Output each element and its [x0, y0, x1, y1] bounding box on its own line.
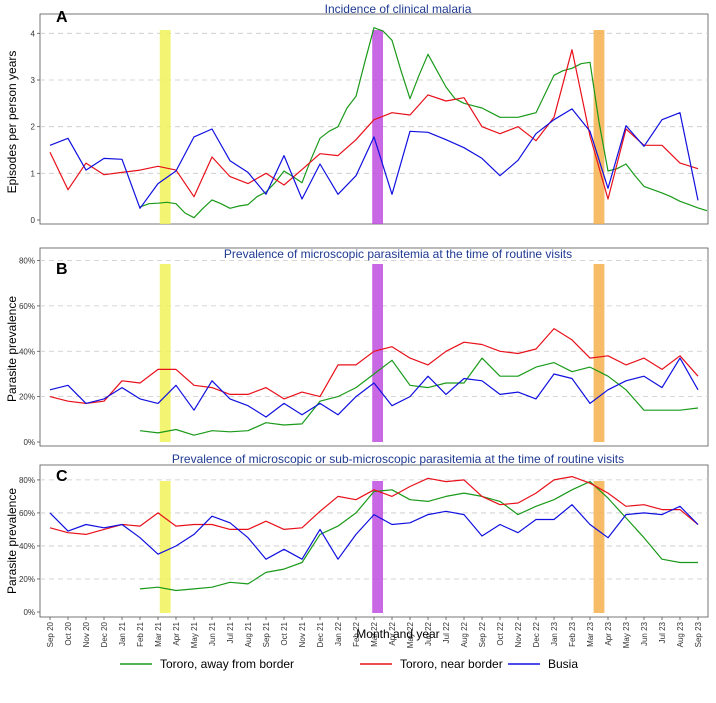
- y-axis-label: Parasite prevalence: [5, 296, 19, 402]
- x-tick-label: Apr 23: [604, 621, 613, 645]
- chart-panels: 0 1 2 3 4 Incidence of clinical malaria A Episo…: [5, 2, 709, 618]
- series-line-tororo-away: [139, 27, 708, 219]
- highlight-band-3: [593, 30, 605, 224]
- panel-b: 0% 20% 40% 60% 80% Prevalence of microscopic …: [5, 247, 709, 447]
- x-tick-label: Dec 22: [532, 621, 541, 647]
- series-line-busia: [49, 504, 699, 560]
- x-tick-label: Apr 22: [388, 621, 397, 645]
- highlight-band-2: [372, 481, 383, 613]
- x-tick-label: Jan 21: [118, 621, 127, 646]
- panel-letter: C: [56, 468, 68, 485]
- x-tick-label: Sep 20: [46, 621, 55, 647]
- x-axis: Sep 20 Oct 20 Nov 20 Dec 20 Jan 21 Feb 21 Mar …: [46, 617, 703, 648]
- highlight-band-1: [159, 30, 171, 224]
- y-axis-label: Parasite prevalence: [5, 488, 19, 594]
- panel-title: Prevalence of microscopic or sub-microsc…: [172, 452, 624, 466]
- highlight-band-1: [159, 481, 171, 613]
- series-line-tororo-away: [139, 481, 698, 592]
- y-tick-label: 2: [31, 123, 36, 132]
- x-tick-label: Jul 22: [442, 621, 451, 643]
- x-tick-label: Feb 21: [136, 621, 145, 646]
- y-tick-label: 20%: [19, 393, 35, 402]
- x-axis-label: Month and year: [356, 627, 439, 641]
- x-tick-label: Jan 22: [334, 621, 343, 646]
- series-line-busia: [49, 357, 699, 418]
- series-line-tororo-near: [49, 328, 699, 404]
- x-tick-label: Jun 23: [640, 621, 649, 646]
- legend: Tororo, away from border Tororo, near bor…: [120, 657, 578, 671]
- panel-letter: A: [56, 9, 68, 26]
- x-tick-label: Jan 23: [550, 621, 559, 646]
- highlight-band-1: [159, 264, 171, 442]
- y-tick-label: 40%: [19, 347, 35, 356]
- x-tick-label: Aug 22: [460, 621, 469, 647]
- x-tick-label: Mar 22: [370, 621, 379, 646]
- y-tick-label: 40%: [19, 542, 35, 551]
- x-tick-label: Dec 20: [100, 621, 109, 647]
- x-tick-label: Oct 20: [64, 621, 73, 645]
- x-tick-label: May 22: [406, 621, 415, 648]
- highlight-band-3: [593, 264, 605, 442]
- panel-c: 0% 20% 40% 60% 80% Prevalence of microscopic …: [5, 452, 709, 618]
- x-tick-label: Jul 23: [658, 621, 667, 643]
- series-line-tororo-near: [49, 476, 699, 536]
- x-tick-label: May 23: [622, 621, 631, 648]
- panel-title: Prevalence of microscopic parasitemia at…: [224, 247, 572, 261]
- x-tick-label: Mar 21: [154, 621, 163, 646]
- x-tick-label: Oct 21: [280, 621, 289, 645]
- y-tick-label: 80%: [19, 476, 35, 485]
- highlight-band-2: [372, 264, 383, 442]
- legend-label-busia: Busia: [548, 657, 578, 671]
- x-tick-label: Jul 21: [226, 621, 235, 643]
- y-tick-label: 3: [31, 76, 36, 85]
- y-tick-label: 4: [31, 29, 36, 38]
- y-tick-label: 60%: [19, 509, 35, 518]
- legend-label-tororo-away: Tororo, away from border: [160, 657, 294, 671]
- panel-a: 0 1 2 3 4 Incidence of clinical malaria A Episo…: [5, 2, 709, 225]
- y-tick-label: 80%: [19, 257, 35, 266]
- panel-title: Incidence of clinical malaria: [325, 2, 472, 16]
- x-tick-label: Aug 21: [244, 621, 253, 647]
- x-tick-label: Nov 21: [298, 621, 307, 647]
- x-tick-label: Feb 23: [568, 621, 577, 646]
- x-tick-label: Sep 21: [262, 621, 271, 647]
- series-line-busia: [49, 108, 699, 209]
- y-tick-label: 1: [31, 169, 36, 178]
- x-tick-label: Sep 23: [694, 621, 703, 647]
- x-tick-label: May 21: [190, 621, 199, 648]
- y-axis-label: Episodes per person years: [5, 51, 19, 194]
- x-tick-label: Dec 21: [316, 621, 325, 647]
- y-tick-label: 0%: [23, 608, 35, 617]
- x-tick-label: Apr 21: [172, 621, 181, 645]
- y-tick-label: 0%: [23, 438, 35, 447]
- panel-letter: B: [56, 261, 68, 278]
- x-tick-label: Jun 22: [424, 621, 433, 646]
- x-tick-label: Jun 21: [208, 621, 217, 646]
- x-tick-label: Nov 20: [82, 621, 91, 647]
- y-tick-label: 20%: [19, 575, 35, 584]
- legend-label-tororo-near: Tororo, near border: [400, 657, 503, 671]
- y-tick-label: 0: [31, 216, 36, 225]
- x-tick-label: Sep 22: [478, 621, 487, 647]
- x-tick-label: Aug 23: [676, 621, 685, 647]
- y-tick-label: 60%: [19, 302, 35, 311]
- highlight-band-2: [372, 30, 383, 224]
- x-tick-label: Oct 22: [496, 621, 505, 645]
- highlight-band-3: [593, 481, 605, 613]
- x-tick-label: Nov 22: [514, 621, 523, 647]
- x-tick-label: Feb 22: [352, 621, 361, 646]
- x-tick-label: Mar 23: [586, 621, 595, 646]
- series-line-tororo-near: [49, 49, 699, 200]
